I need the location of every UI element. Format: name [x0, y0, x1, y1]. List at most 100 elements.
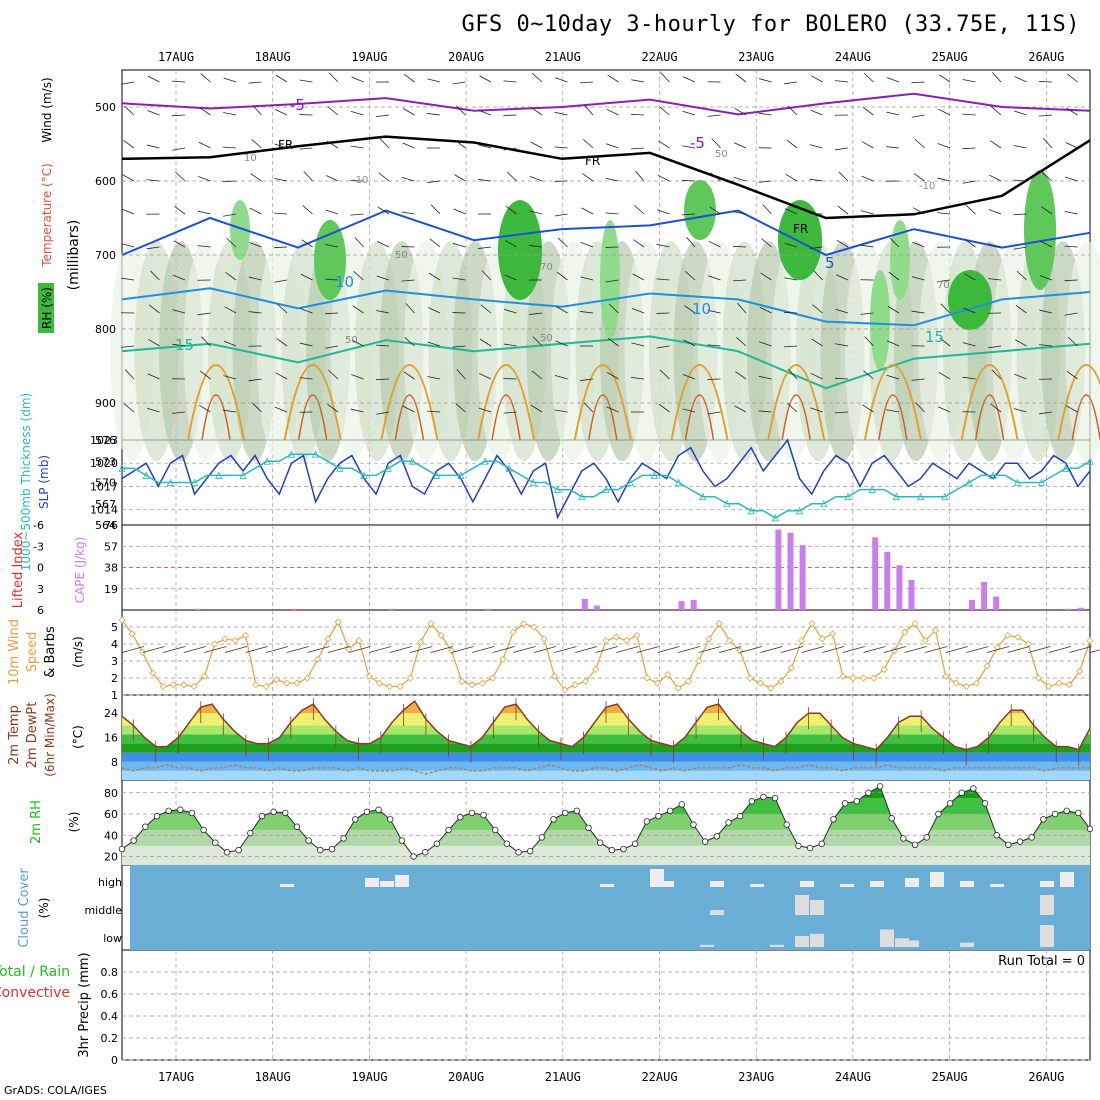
cape-bar: [388, 608, 395, 610]
thickness-marker: [505, 464, 513, 472]
wind-barb: [887, 305, 900, 314]
cloud-low-bar: [795, 936, 809, 947]
wind-tick: 3: [111, 655, 118, 668]
wind-speed-marker: [437, 631, 445, 640]
wind-speed-marker: [1086, 637, 1094, 645]
surface-wind-barb: [801, 646, 824, 653]
wind-barb: [554, 213, 568, 217]
wind-barb: [148, 338, 160, 347]
wind-barb: [146, 407, 160, 413]
wind-speed-marker: [334, 618, 342, 626]
wind-barb: [554, 409, 568, 413]
wind-barb: [736, 337, 747, 347]
wind-barb: [299, 342, 313, 347]
wind-barb: [658, 140, 670, 149]
rh-marker: [247, 829, 254, 837]
wind-barb: [121, 81, 135, 85]
rh-band: [122, 814, 1090, 830]
warm-isotherm-arc: [380, 364, 439, 441]
surface-wind-barb: [1028, 646, 1051, 653]
wind-barb: [529, 175, 543, 182]
rh-marker: [1005, 841, 1012, 849]
thickness-marker: [263, 457, 271, 465]
wind-barb: [988, 243, 1002, 248]
run-total: Run Total = 0: [998, 954, 1085, 969]
precip-tick: 0.6: [101, 988, 119, 1001]
rh-marker: [713, 833, 720, 840]
wind-speed-marker: [581, 677, 589, 685]
precip-tick: 0: [111, 1054, 118, 1067]
cloud-low-bar: [895, 938, 909, 947]
cloud-level-label: low: [103, 932, 122, 945]
wind-speed-marker: [901, 628, 909, 636]
wind-barb: [911, 276, 925, 281]
wind-barb: [580, 276, 594, 281]
surface-wind-barb: [780, 646, 804, 653]
thickness-marker: [118, 464, 126, 472]
wind-speed-marker: [1045, 682, 1053, 691]
isotherm-FR: [121, 135, 1091, 220]
rh-marker: [585, 824, 592, 832]
wind-barb: [430, 204, 441, 215]
wind-barb: [532, 73, 543, 83]
wind-barb: [146, 144, 160, 149]
rh-contour-label: 50: [345, 335, 358, 346]
rh-marker: [783, 821, 790, 828]
temp-contour-label: -5: [290, 96, 305, 114]
wind-barb: [226, 237, 237, 248]
pressure-tick: 900: [95, 397, 116, 410]
isotherm-5: [121, 209, 1091, 257]
li-tick: -6: [33, 519, 44, 532]
ylabel-temperature: Temperature (°C): [40, 163, 54, 268]
wind-barb: [835, 411, 849, 414]
wind-speed-marker: [715, 620, 723, 628]
wind-barb: [1067, 73, 1078, 83]
wind-barb: [198, 141, 211, 149]
wind-speed-marker: [499, 655, 507, 663]
ylabel-temp-1: 2m Temp: [7, 705, 22, 765]
wind-barb: [992, 72, 1002, 83]
wind-barb: [274, 143, 288, 149]
wind-barb: [988, 345, 1002, 349]
wind-speed-marker: [602, 637, 610, 645]
wind-barb: [1064, 279, 1078, 282]
wind-barb: [557, 237, 568, 248]
surface-wind-barb: [677, 646, 701, 653]
wind-speed-marker: [828, 630, 837, 638]
wind-barb: [631, 342, 645, 347]
wind-speed-marker: [890, 647, 898, 655]
wind-barb: [252, 402, 262, 413]
date-label-bottom: 17AUG: [158, 1070, 194, 1084]
wind-speed-marker: [190, 682, 198, 691]
freezing-level-label: FR: [793, 222, 808, 236]
wind-barb: [938, 108, 951, 116]
rh-marker: [631, 840, 639, 847]
rh-marker: [666, 807, 674, 815]
wind-barb: [1013, 246, 1027, 250]
wind-barb: [607, 372, 619, 380]
thickness-marker: [771, 514, 780, 522]
rh-marker: [876, 783, 884, 790]
wind-barb: [656, 345, 670, 349]
wind-barb: [809, 144, 823, 149]
slp-tick: 1020: [90, 457, 118, 470]
series-line-slp: [121, 438, 1091, 520]
thickness-marker: [747, 506, 755, 515]
warm-isotherm-arc-inner: [974, 394, 1005, 441]
thickness-marker: [311, 450, 320, 458]
isotherm--5: [121, 92, 1091, 116]
wind-barb: [248, 378, 262, 382]
rh-green-cell: [230, 200, 250, 260]
wind-barb: [224, 306, 237, 314]
wind-barb: [197, 210, 211, 215]
cape-bar: [896, 565, 903, 610]
rh-marker: [1075, 809, 1082, 817]
surface-wind-barb: [554, 646, 577, 653]
wind-barb: [682, 76, 696, 83]
thickness-marker: [166, 478, 175, 486]
thickness-tick: 573: [95, 455, 116, 468]
wind-barb: [1015, 305, 1027, 314]
wind-barb: [734, 405, 747, 413]
wind-barb: [401, 279, 415, 282]
wind-speed-marker: [406, 674, 414, 682]
